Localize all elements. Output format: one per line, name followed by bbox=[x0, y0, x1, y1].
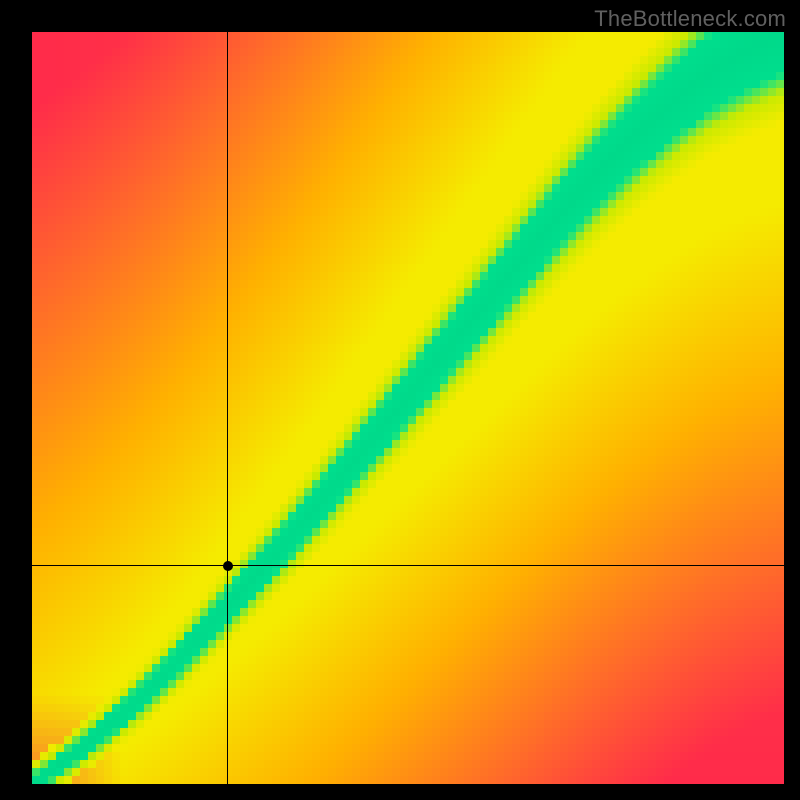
chart-container: TheBottleneck.com bbox=[0, 0, 800, 800]
crosshair-dot bbox=[223, 561, 233, 571]
crosshair-vertical bbox=[227, 32, 228, 784]
watermark-text: TheBottleneck.com bbox=[594, 6, 786, 32]
heatmap-canvas bbox=[32, 32, 784, 784]
crosshair-horizontal bbox=[32, 565, 784, 566]
